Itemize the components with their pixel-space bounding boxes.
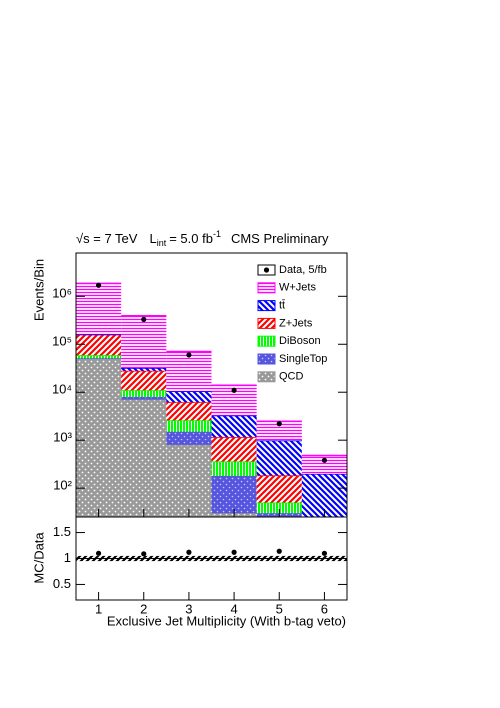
stack-segment <box>256 502 302 514</box>
y-tick-label: 10⁶ <box>52 286 72 301</box>
plot-area <box>75 252 348 518</box>
x-tick-label: 3 <box>185 601 192 616</box>
header: √s = 7 TeV Lint = 5.0 fb-1 CMS Preliminary <box>76 229 329 248</box>
stack-segment <box>166 444 212 517</box>
legend-label: SingleTop <box>279 353 327 365</box>
legend-marker <box>263 267 270 273</box>
legend-label: Data, 5/fb <box>279 264 327 276</box>
stack-segment <box>166 420 212 432</box>
ratio-y-tick-label: 1 <box>64 550 71 565</box>
y-tick-label: 10³ <box>53 430 72 445</box>
legend-label: Z+Jets <box>279 317 313 329</box>
y-tick-label: 10⁵ <box>52 334 72 349</box>
header-lumi-sub: int <box>157 238 167 248</box>
stack-segment <box>256 421 302 441</box>
legend: Data, 5/fb W+Jets tt̄ Z+Jets DiBoson SingleTo… <box>257 264 327 383</box>
data-point <box>231 387 237 393</box>
stack-segment <box>121 367 167 371</box>
header-lumi-value: = 5.0 fb <box>169 231 213 246</box>
legend-swatch <box>257 353 276 365</box>
ratio-point <box>186 549 192 555</box>
y-axis-label: Events/Bin <box>31 259 46 321</box>
legend-swatch <box>257 300 276 312</box>
stack-segment <box>211 475 257 514</box>
y-tick-label: 10⁴ <box>52 382 72 397</box>
stack-segment <box>76 358 122 517</box>
ratio-point <box>231 549 237 555</box>
stack-segment <box>301 455 347 474</box>
stack-segment <box>121 399 167 517</box>
legend-swatch <box>257 371 276 383</box>
stack-segment <box>121 315 167 368</box>
ratio-point <box>95 550 102 556</box>
data-point <box>276 421 282 427</box>
stack-segment <box>166 351 212 392</box>
x-axis-label: Exclusive Jet Multiplicity (With b-tag v… <box>107 613 346 628</box>
x-tick-label: 1 <box>95 601 102 616</box>
x-tick-label: 4 <box>230 601 237 616</box>
data-point <box>186 352 192 358</box>
data-point <box>95 282 102 288</box>
stack-segment <box>166 391 212 403</box>
x-tick-label: 2 <box>140 601 147 616</box>
y-tick-label: 10² <box>53 478 72 493</box>
stack-segment <box>76 334 122 356</box>
stack-segment <box>256 475 302 503</box>
ratio-point <box>141 551 147 557</box>
legend-label: W+Jets <box>279 282 316 294</box>
stack-segment <box>121 396 167 400</box>
ratio-point <box>276 548 282 554</box>
stack-segment <box>121 370 167 391</box>
legend-label: tt̄ <box>279 299 285 311</box>
legend-label: QCD <box>279 371 304 383</box>
stack-segment <box>166 402 212 421</box>
ratio-y-tick-label: 0.5 <box>53 576 71 591</box>
legend-swatch <box>257 282 276 294</box>
ratio-y-label: MC/Data <box>31 532 46 584</box>
data-point <box>321 457 328 463</box>
stack-segment <box>211 461 257 476</box>
ratio-y-tick-label: 1.5 <box>53 524 71 539</box>
stack-segment <box>256 440 302 476</box>
stack-segment <box>211 415 257 438</box>
stack-segment <box>76 355 122 359</box>
data-point <box>141 316 147 322</box>
stack-segment <box>121 390 167 397</box>
x-tick-label: 5 <box>276 601 283 616</box>
legend-swatch <box>257 317 276 329</box>
header-energy: √s = 7 TeV <box>76 231 138 246</box>
legend-label: DiBoson <box>279 335 321 347</box>
stack-segment <box>166 431 212 445</box>
header-lumi: L <box>149 231 156 246</box>
x-tick-label: 6 <box>321 601 328 616</box>
stack-segment <box>76 283 122 335</box>
header-cms: CMS Preliminary <box>231 231 329 246</box>
stack-segment <box>211 437 257 462</box>
header-lumi-unit: -1 <box>213 229 221 239</box>
legend-swatch <box>257 335 276 347</box>
ratio-point <box>321 550 328 556</box>
